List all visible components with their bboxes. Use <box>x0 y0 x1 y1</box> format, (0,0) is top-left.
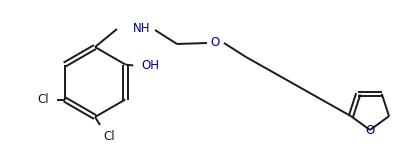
Text: O: O <box>365 124 375 137</box>
Text: NH: NH <box>133 22 150 35</box>
Text: Cl: Cl <box>103 130 115 143</box>
Text: Cl: Cl <box>37 93 48 106</box>
Text: OH: OH <box>141 59 159 72</box>
Text: O: O <box>210 36 219 49</box>
